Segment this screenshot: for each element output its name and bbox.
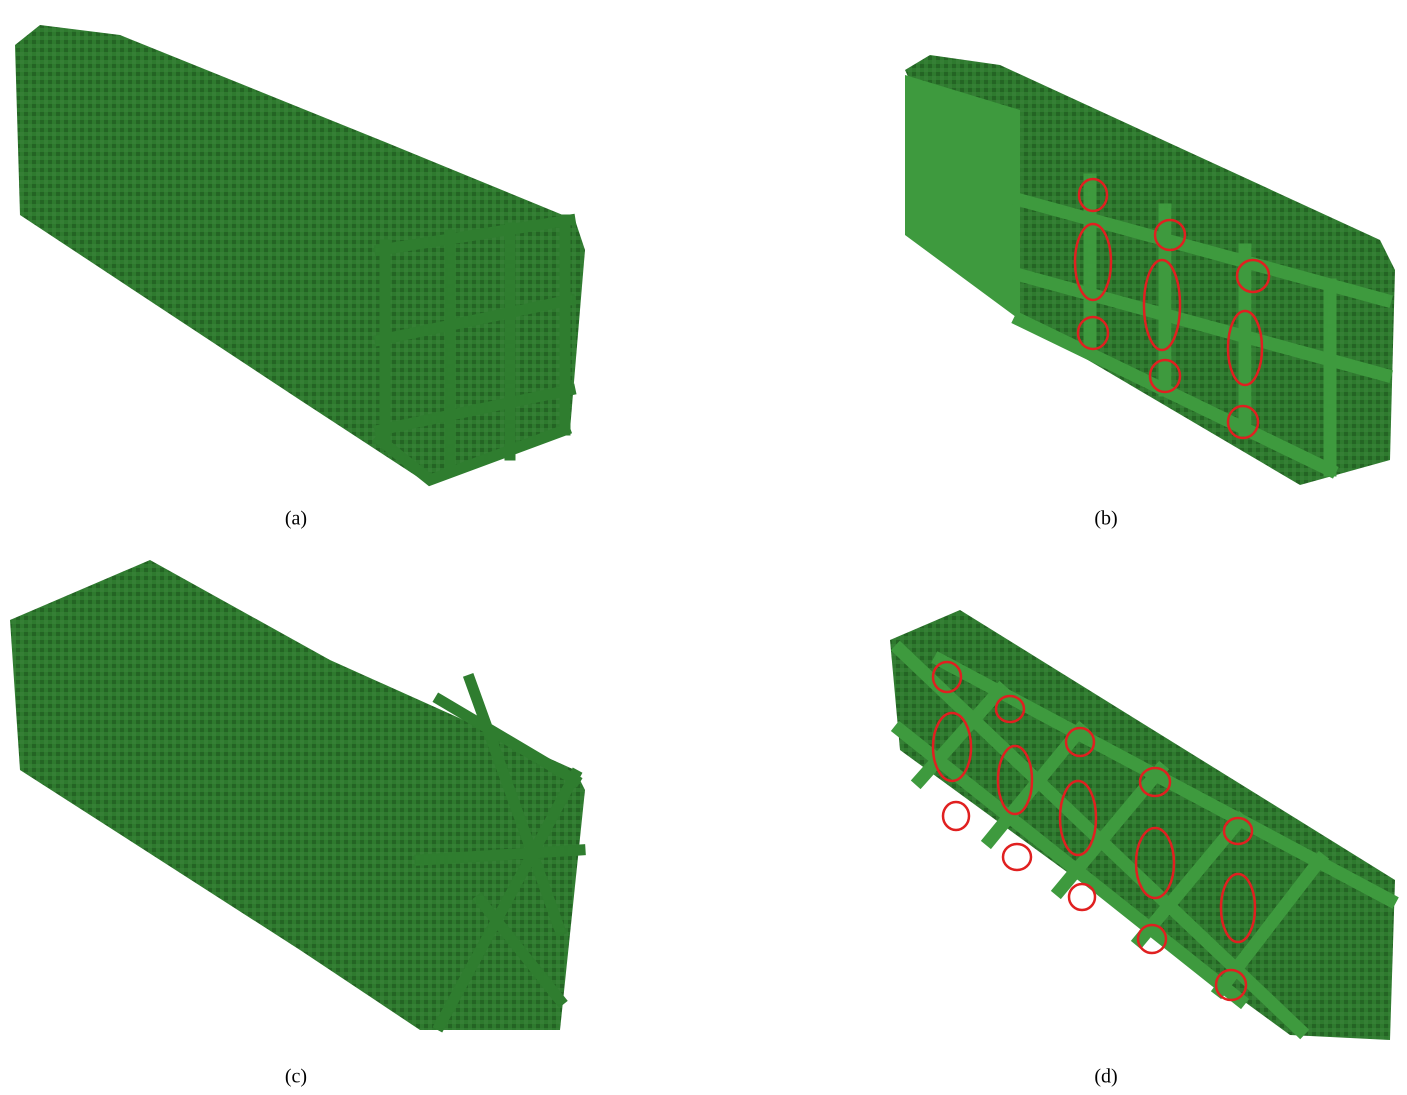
highlight-ring	[1003, 844, 1031, 870]
highlight-ring	[1069, 884, 1095, 910]
highlight-ring	[943, 802, 969, 830]
cut-face	[905, 75, 1020, 320]
lattice-body	[10, 560, 585, 1030]
panel-a: (a)	[15, 25, 585, 530]
panel-d: (d)	[890, 610, 1395, 1088]
panel-label: (b)	[1094, 508, 1117, 530]
panel-label: (c)	[285, 1066, 307, 1088]
page: (a) (b) (c)	[0, 0, 1407, 1095]
panel-c: (c)	[10, 560, 585, 1088]
panel-b: (b)	[905, 55, 1395, 530]
panel-label: (d)	[1094, 1066, 1117, 1088]
panel-label: (a)	[285, 508, 307, 530]
lattice-body	[15, 25, 585, 485]
figure: (a) (b) (c)	[0, 0, 1407, 1095]
